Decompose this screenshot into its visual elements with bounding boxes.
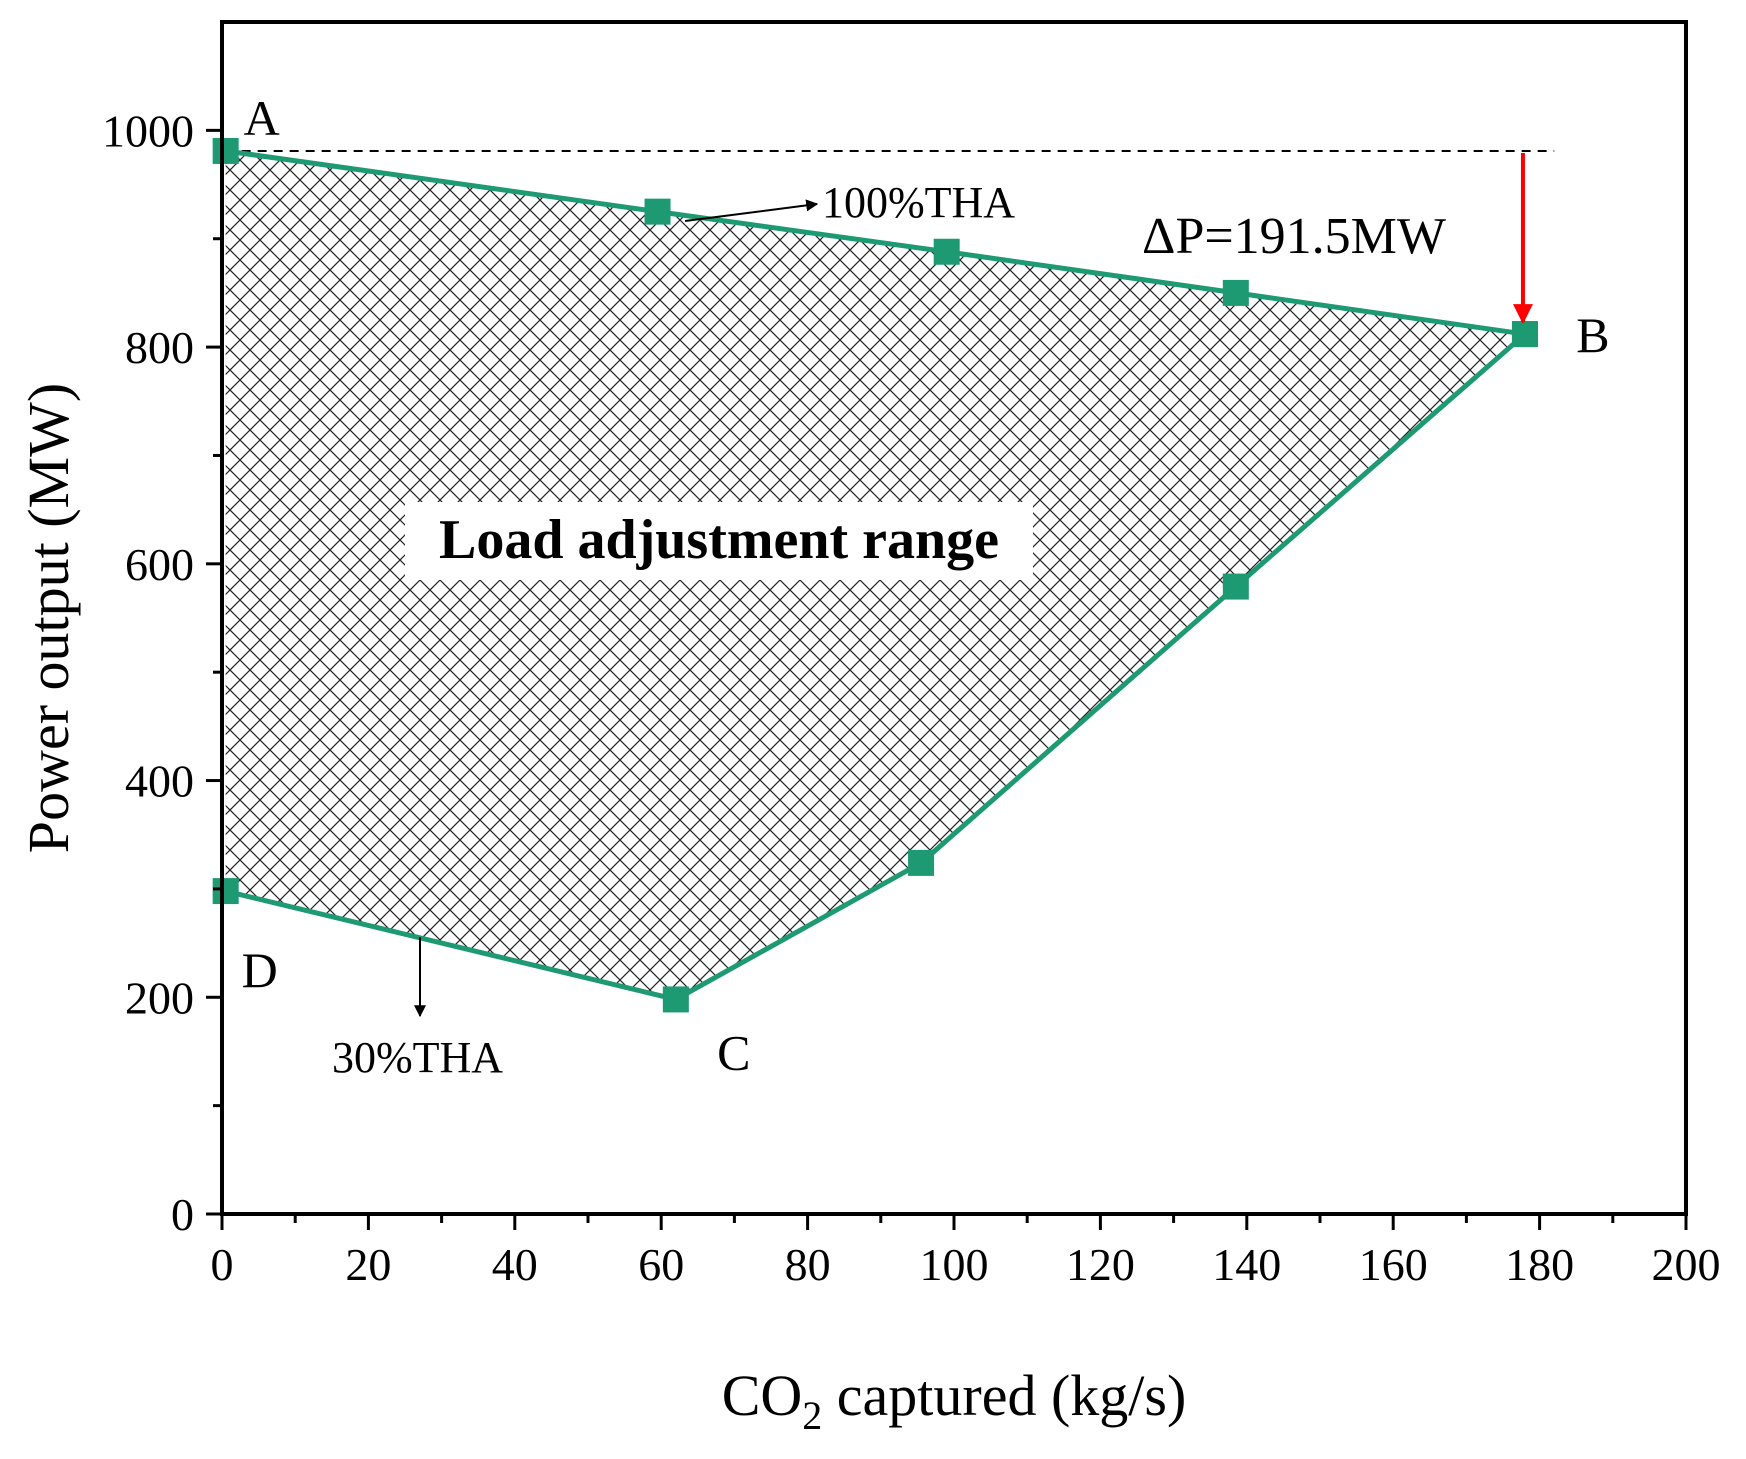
plot-area: Load adjustment range ΔP=191.5MW 100%THA… xyxy=(212,90,1610,1082)
data-point xyxy=(212,878,239,905)
data-point xyxy=(1511,321,1538,348)
data-point xyxy=(1222,573,1249,600)
data-point xyxy=(662,986,689,1013)
100tha-label: 100%THA xyxy=(822,178,1015,227)
data-point xyxy=(933,238,960,265)
x-tick-label: 80 xyxy=(785,1239,831,1290)
point-label-d: D xyxy=(242,942,278,998)
data-point xyxy=(908,849,935,876)
data-point xyxy=(1222,279,1249,306)
x-axis-title: CO2 captured (kg/s) xyxy=(722,1363,1187,1438)
y-axis: 0 200 400 600 800 1000 xyxy=(102,105,222,1240)
data-point xyxy=(212,137,239,164)
y-tick-label: 200 xyxy=(125,972,194,1023)
x-tick-label: 120 xyxy=(1066,1239,1135,1290)
region-label-background xyxy=(405,502,1033,580)
y-tick-label: 1000 xyxy=(102,105,194,156)
y-tick-label: 600 xyxy=(125,539,194,590)
y-axis-title: Power output (MW) xyxy=(16,383,81,853)
x-tick-label: 180 xyxy=(1505,1239,1574,1290)
30tha-label: 30%THA xyxy=(332,1033,503,1082)
x-tick-label: 160 xyxy=(1359,1239,1428,1290)
y-tick-label: 0 xyxy=(171,1189,194,1240)
x-tick-label: 20 xyxy=(345,1239,391,1290)
delta-p-label: ΔP=191.5MW xyxy=(1142,208,1446,265)
point-label-c: C xyxy=(717,1024,750,1080)
y-tick-label: 400 xyxy=(125,756,194,807)
x-axis: 0 20 40 60 80 100 120 140 160 180 200 xyxy=(211,1214,1721,1290)
100tha-pointer-arrow xyxy=(684,199,819,222)
x-tick-label: 60 xyxy=(638,1239,684,1290)
y-tick-label: 800 xyxy=(125,322,194,373)
region-label: Load adjustment range xyxy=(439,509,999,571)
point-label-b: B xyxy=(1576,307,1609,363)
x-tick-label: 140 xyxy=(1212,1239,1281,1290)
point-label-a: A xyxy=(244,90,280,146)
data-point xyxy=(644,198,671,225)
x-tick-label: 100 xyxy=(920,1239,989,1290)
x-tick-label: 40 xyxy=(492,1239,538,1290)
x-tick-label: 0 xyxy=(211,1239,234,1290)
x-tick-label: 200 xyxy=(1652,1239,1721,1290)
